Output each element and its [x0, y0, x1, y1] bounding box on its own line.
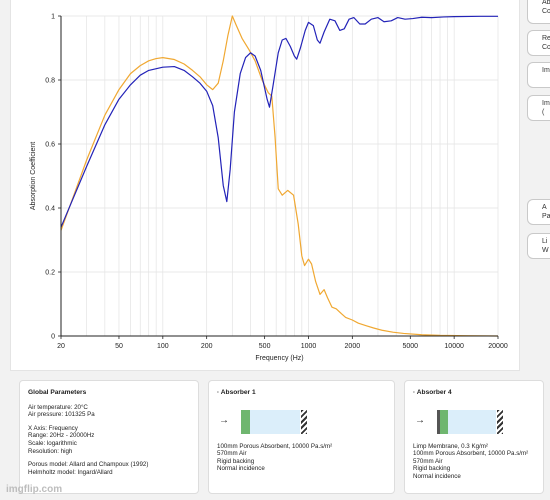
chart-panel: 20 50 100 200 500 1000 2000 5000 10000 20000 0 0.2 0…: [10, 0, 520, 371]
side-button-impedance[interactable]: Im: [527, 62, 550, 88]
x-tick-label: 20000: [488, 343, 508, 350]
x-tick-label: 500: [259, 343, 271, 350]
membrane-layer: [437, 409, 440, 434]
absorber-4-layer-front: [440, 409, 448, 434]
rigid-backing-icon: [301, 409, 307, 434]
global-parameters-title: Global Parameters: [28, 389, 87, 396]
y-tick-label: 0.8: [45, 78, 55, 85]
absorber-1-title: · Absorber 1: [217, 389, 256, 396]
side-button-absorber-params[interactable]: A Par: [527, 199, 550, 225]
watermark: imgflip.com: [6, 484, 63, 495]
absorber-line: 570mm Air: [413, 457, 443, 465]
rigid-backing-icon: [497, 409, 503, 434]
x-tick-label: 10000: [444, 343, 464, 350]
y-tick-label: 0.6: [45, 142, 55, 149]
y-tick-label: 1: [51, 14, 55, 21]
param-line: Air pressure: 101325 Pa: [28, 411, 95, 419]
incidence-arrow-icon: →: [415, 414, 425, 426]
y-tick-label: 0.2: [45, 270, 55, 277]
param-line: Helmholtz model: Ingard/Allard: [28, 468, 113, 476]
side-button-impedance-2[interactable]: Im (: [527, 95, 550, 121]
incidence-arrow-icon: →: [219, 414, 229, 426]
side-button-limp-wall[interactable]: Li W: [527, 233, 550, 259]
x-tick-label: 1000: [301, 343, 317, 350]
tick-labels: 20 50 100 200 500 1000 2000 5000 10000 20000 0 0.2 0…: [45, 14, 508, 351]
absorber-4-title: · Absorber 4: [413, 389, 452, 396]
y-tick-label: 0: [51, 334, 55, 341]
x-tick-label: 50: [115, 343, 123, 350]
absorber-1-layer-front: [241, 409, 250, 434]
series-line-2: [60, 15, 499, 337]
absorber-4-diagram: →: [413, 404, 535, 438]
param-line: Porous model: Allard and Champoux (1992): [28, 461, 149, 469]
absorber-4-card[interactable]: · Absorber 4 → Limp Membrane, 0.3 Kg/m² …: [404, 380, 544, 494]
series-line-1: [60, 15, 498, 228]
param-line: Range: 20Hz - 20000Hz: [28, 432, 95, 440]
absorber-4-title-text: Absorber 4: [416, 389, 452, 396]
param-line: Resolution: high: [28, 447, 73, 455]
absorber-1-card[interactable]: · Absorber 1 → 100mm Porous Absorbent, 1…: [208, 380, 395, 494]
grid: [60, 15, 499, 337]
absorber-line: Normal incidence: [217, 465, 265, 473]
param-line: Scale: logarithmic: [28, 439, 77, 447]
x-tick-label: 20: [57, 343, 65, 350]
series-layer: [60, 15, 499, 337]
global-parameters-card[interactable]: Global Parameters Air temperature: 20°C …: [19, 380, 199, 494]
param-line: Air temperature: 20°C: [28, 403, 88, 411]
absorber-1-diagram: →: [217, 404, 386, 438]
side-button-absorption[interactable]: Ab Co: [527, 0, 550, 24]
axes: [60, 16, 498, 337]
x-axis-label: Frequency (Hz): [255, 355, 303, 362]
absorber-1-porous-layer: [250, 409, 300, 434]
absorption-chart: 20 50 100 200 500 1000 2000 5000 10000 20000 0 0.2 0…: [30, 14, 508, 363]
absorber-4-porous-layer: [448, 409, 496, 434]
side-button-reflection[interactable]: Re Co: [527, 30, 550, 56]
y-tick-label: 0.4: [45, 206, 55, 213]
absorber-line: Limp Membrane, 0.3 Kg/m²: [413, 442, 488, 450]
y-axis-label: Absorption Coefficient: [30, 142, 37, 210]
absorber-1-title-text: Absorber 1: [220, 389, 256, 396]
absorber-line: 100mm Porous Absorbent, 10000 Pa.s/m²: [413, 450, 529, 458]
absorber-line: 100mm Porous Absorbent, 10000 Pa.s/m²: [217, 442, 333, 450]
absorber-line: 570mm Air: [217, 450, 247, 458]
x-tick-label: 5000: [403, 343, 419, 350]
absorber-line: Normal incidence: [413, 472, 461, 480]
x-tick-label: 200: [201, 343, 213, 350]
absorber-line: Rigid backing: [413, 465, 451, 473]
absorber-line: Rigid backing: [217, 457, 255, 465]
x-tick-label: 2000: [345, 343, 361, 350]
param-line: X Axis: Frequency: [28, 424, 78, 432]
x-tick-label: 100: [157, 343, 169, 350]
